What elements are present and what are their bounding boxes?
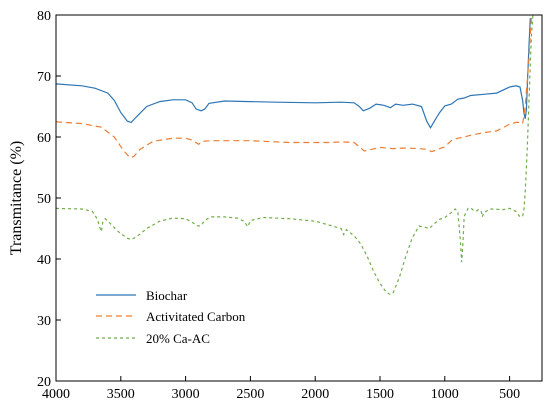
series-line-0 xyxy=(56,18,531,130)
series-line-1 xyxy=(56,15,533,159)
ticks-layer: 4000 3500 3000 2500 2000 1500 1000 500 20 30 40 50 6… xyxy=(37,9,520,402)
y-tick-label: 40 xyxy=(37,253,51,268)
legend: Biochar Activitated Carbon 20% Ca-AC xyxy=(96,288,246,346)
legend-label-20-ca-ac: 20% Ca-AC xyxy=(146,331,210,346)
x-tick-label: 3500 xyxy=(107,387,135,402)
y-tick-label: 60 xyxy=(37,131,51,146)
x-tick-label: 1000 xyxy=(431,387,459,402)
x-tick-label: 2500 xyxy=(236,387,264,402)
y-tick-label: 30 xyxy=(37,314,51,329)
x-tick-label: 2000 xyxy=(301,387,329,402)
legend-label-activitated-carbon: Activitated Carbon xyxy=(146,309,246,324)
y-tick-label: 50 xyxy=(37,192,51,207)
plot-frame xyxy=(55,14,543,382)
x-tick-label: 3000 xyxy=(172,387,200,402)
y-axis-title: Transmitance (%) xyxy=(8,141,25,256)
y-tick-label: 80 xyxy=(37,9,51,24)
legend-label-biochar: Biochar xyxy=(146,288,188,303)
x-tick-label: 500 xyxy=(499,387,520,402)
x-tick-label: 4000 xyxy=(42,387,70,402)
y-tick-label: 20 xyxy=(37,375,51,390)
series-layer xyxy=(56,15,534,296)
y-tick-label: 70 xyxy=(37,70,51,85)
x-tick-label: 1500 xyxy=(366,387,394,402)
series-line-2 xyxy=(56,15,534,296)
